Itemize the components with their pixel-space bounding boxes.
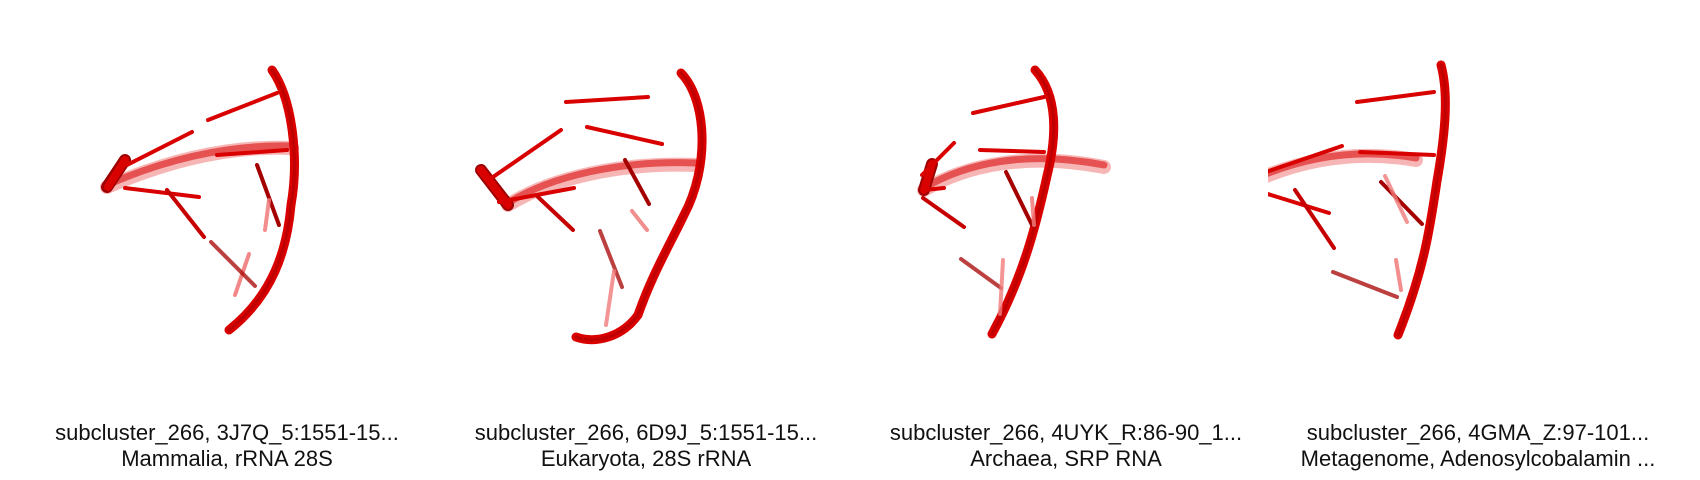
panel-title-2: subcluster_266, 6D9J_5:1551-15... xyxy=(474,420,818,445)
panel-subtitle-2: Eukaryota, 28S rRNA xyxy=(540,446,752,471)
panel-subtitle-4: Metagenome, Adenosylcobalamin ... xyxy=(1300,446,1656,471)
panel-caption-2: subcluster_266, 6D9J_5:1551-15... Eukary… xyxy=(436,420,856,472)
structure-panel-2: subcluster_266, 6D9J_5:1551-15... Eukary… xyxy=(436,0,856,480)
panel-subtitle-1: Mammalia, rRNA 28S xyxy=(121,446,333,471)
rna-structure-render-3 xyxy=(917,65,1111,339)
structure-panel-4: subcluster_266, 4GMA_Z:97-101... Metagen… xyxy=(1268,0,1688,480)
rna-structure-render-2 xyxy=(475,68,707,345)
structure-panel-3: subcluster_266, 4UYK_R:86-90_1... Archae… xyxy=(856,0,1276,480)
rna-structure-render-1 xyxy=(100,65,299,335)
panel-subtitle-3: Archaea, SRP RNA xyxy=(970,446,1162,471)
panel-caption-1: subcluster_266, 3J7Q_5:1551-15... Mammal… xyxy=(17,420,437,472)
panel-caption-3: subcluster_266, 4UYK_R:86-90_1... Archae… xyxy=(856,420,1276,472)
panel-title-4: subcluster_266, 4GMA_Z:97-101... xyxy=(1306,420,1650,445)
panel-title-3: subcluster_266, 4UYK_R:86-90_1... xyxy=(889,420,1243,445)
panel-title-1: subcluster_266, 3J7Q_5:1551-15... xyxy=(55,420,399,445)
structure-panel-1: subcluster_266, 3J7Q_5:1551-15... Mammal… xyxy=(17,0,437,480)
rna-structure-render-4 xyxy=(1268,60,1450,340)
panel-caption-4: subcluster_266, 4GMA_Z:97-101... Metagen… xyxy=(1268,420,1688,472)
